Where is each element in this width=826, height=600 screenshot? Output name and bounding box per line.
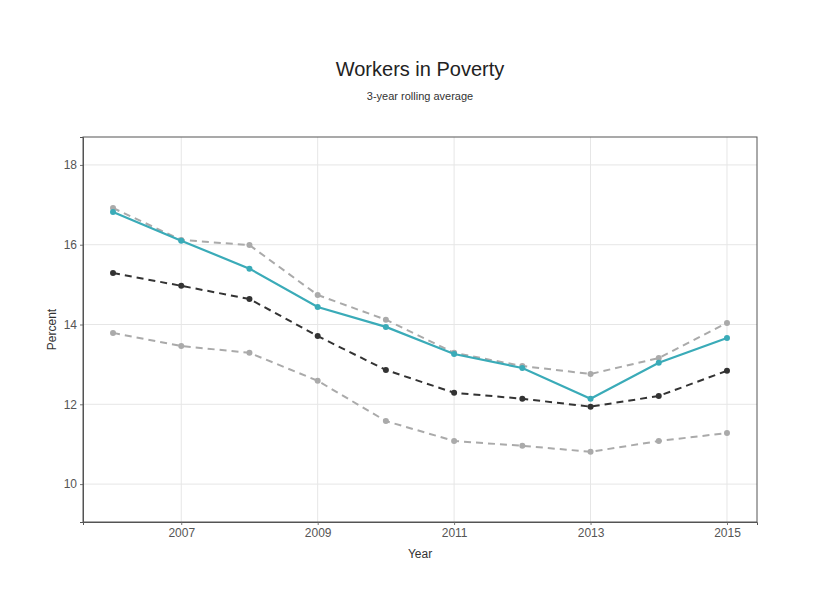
tick-label: 2009 (305, 526, 332, 540)
x-axis: 2007 2009 2011 2013 2015 (84, 522, 758, 540)
series-marker (315, 292, 321, 298)
series-marker (588, 396, 594, 402)
series-marker (588, 371, 594, 377)
subtitle: 3-year rolling average (367, 90, 473, 102)
series-marker (451, 438, 457, 444)
series-marker (246, 296, 252, 302)
grid-line-y (83, 244, 757, 245)
tick-label: 12 (64, 398, 78, 412)
series-marker (519, 396, 525, 402)
chart: Workers in Poverty 3-year rolling average… (0, 0, 826, 600)
tick: 2011 (442, 522, 468, 540)
series-marker (383, 324, 389, 330)
grid-line-y (83, 484, 757, 485)
y-axis-title: Percent (45, 308, 59, 350)
series-marker (383, 317, 389, 323)
grid-line-y (83, 164, 757, 165)
grid-line-x (181, 137, 182, 522)
tick: 12 (64, 398, 83, 412)
series-marker (383, 418, 389, 424)
series-line (113, 208, 727, 374)
tick: 18 (64, 158, 83, 172)
tick-label: 18 (64, 158, 78, 172)
series-marker (656, 360, 662, 366)
series-marker (110, 330, 116, 336)
grid-line-y (83, 324, 757, 325)
series-marker (383, 367, 389, 373)
series-marker (451, 390, 457, 396)
series-group (110, 205, 730, 455)
grid-line-x (726, 137, 727, 522)
series-marker (519, 443, 525, 449)
series-marker (246, 266, 252, 272)
tick-label: 14 (64, 318, 78, 332)
series-marker (724, 368, 730, 374)
series-marker (724, 320, 730, 326)
series-marker (724, 430, 730, 436)
series-line (113, 212, 727, 399)
series-marker (246, 242, 252, 248)
grid-line-x (317, 137, 318, 522)
tick: 14 (64, 318, 83, 332)
plot-area: 2007 2009 2011 2013 2015 10 12 14 16 18 (64, 137, 758, 540)
series-marker (519, 365, 525, 371)
tick-label: 2011 (442, 526, 468, 540)
tick: 16 (64, 238, 83, 252)
plot-frame (83, 137, 757, 522)
tick: 2013 (578, 522, 605, 540)
series-marker (588, 449, 594, 455)
series-marker (178, 237, 184, 243)
series-marker (588, 404, 594, 410)
series-marker (178, 238, 184, 244)
series-marker (451, 351, 457, 357)
series-marker (246, 350, 252, 356)
tick-label: 2013 (578, 526, 605, 540)
series-marker (178, 283, 184, 289)
tick-label: 10 (64, 477, 78, 491)
series-line (113, 333, 727, 452)
grid-line-x (454, 137, 455, 522)
tick-label: 2007 (168, 526, 195, 540)
tick: 2009 (305, 522, 332, 540)
series-marker (315, 378, 321, 384)
tick: 10 (64, 477, 83, 491)
series-marker (724, 335, 730, 341)
x-axis-title: Year (408, 547, 432, 561)
series-marker (315, 333, 321, 339)
series-marker (656, 393, 662, 399)
series-marker (110, 209, 116, 215)
series-marker (110, 270, 116, 276)
series-marker (656, 438, 662, 444)
grid-line-y (83, 404, 757, 405)
series-marker (178, 343, 184, 349)
tick-label: 16 (64, 238, 78, 252)
y-axis: 10 12 14 16 18 (64, 138, 84, 523)
tick-label: 2015 (714, 526, 741, 540)
title: Workers in Poverty (336, 58, 505, 80)
tick: 2007 (168, 522, 195, 540)
tick: 2015 (714, 522, 741, 540)
series-marker (315, 304, 321, 310)
grid (83, 137, 757, 522)
grid-line-x (590, 137, 591, 522)
